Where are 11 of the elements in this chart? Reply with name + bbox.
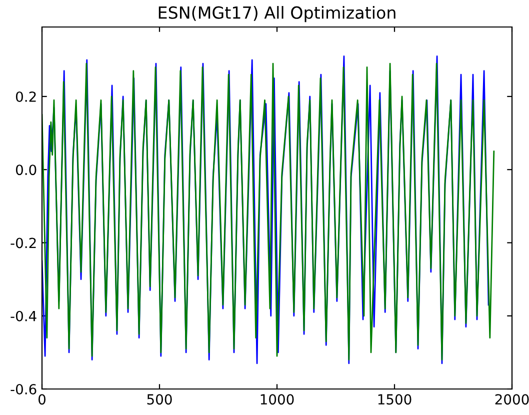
x-tick-label: 1500 [378,394,412,405]
y-tick-label: -0.2 [10,238,36,248]
x-tick-label: 1000 [260,394,294,405]
y-tick-label: -0.4 [10,310,36,322]
x-tick-label: 0 [38,394,46,405]
x-tick-label: 2000 [495,394,529,405]
y-tick-label: 0.0 [16,164,36,176]
x-tick-label: 500 [147,394,172,405]
y-tick-label: -0.6 [10,384,36,394]
y-tick-label: 0.2 [16,91,36,102]
chart-title: ESN(MGt17) All Optimization [158,6,396,22]
